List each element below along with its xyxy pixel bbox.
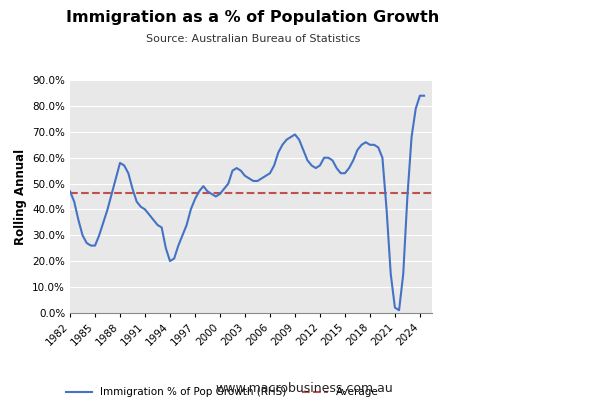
Text: BUSINESS: BUSINESS <box>484 54 561 67</box>
Text: MACRO: MACRO <box>493 26 551 39</box>
Text: Source: Australian Bureau of Statistics: Source: Australian Bureau of Statistics <box>146 34 360 44</box>
Legend: Immigration % of Pop Growth (RHS), Average: Immigration % of Pop Growth (RHS), Avera… <box>62 383 383 401</box>
Text: Immigration as a % of Population Growth: Immigration as a % of Population Growth <box>66 10 439 25</box>
Y-axis label: Rolling Annual: Rolling Annual <box>14 148 27 245</box>
Text: www.macrobusiness.com.au: www.macrobusiness.com.au <box>216 382 393 395</box>
